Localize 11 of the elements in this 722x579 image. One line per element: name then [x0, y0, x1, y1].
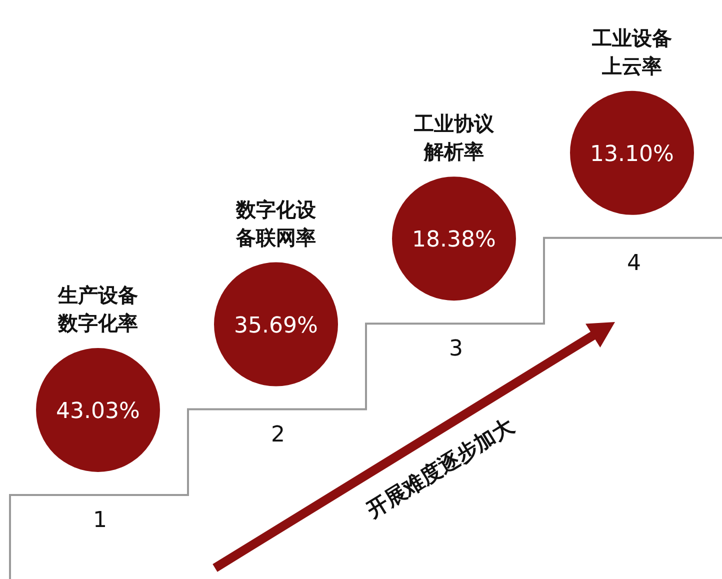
data-label: 18.38% — [412, 228, 496, 253]
category-label: 数字化设备联网率 — [235, 197, 317, 250]
text: 2 — [271, 422, 285, 448]
data-label: 43.03% — [56, 399, 140, 424]
category-label: 工业协议解析率 — [413, 112, 495, 164]
text: 3 — [449, 336, 463, 362]
category-label: 工业设备上云率 — [591, 26, 672, 78]
text: 1 — [93, 508, 107, 533]
category-label: 生产设备数字化率 — [57, 283, 138, 335]
data-label: 13.10% — [590, 142, 674, 167]
text: 4 — [627, 250, 641, 276]
